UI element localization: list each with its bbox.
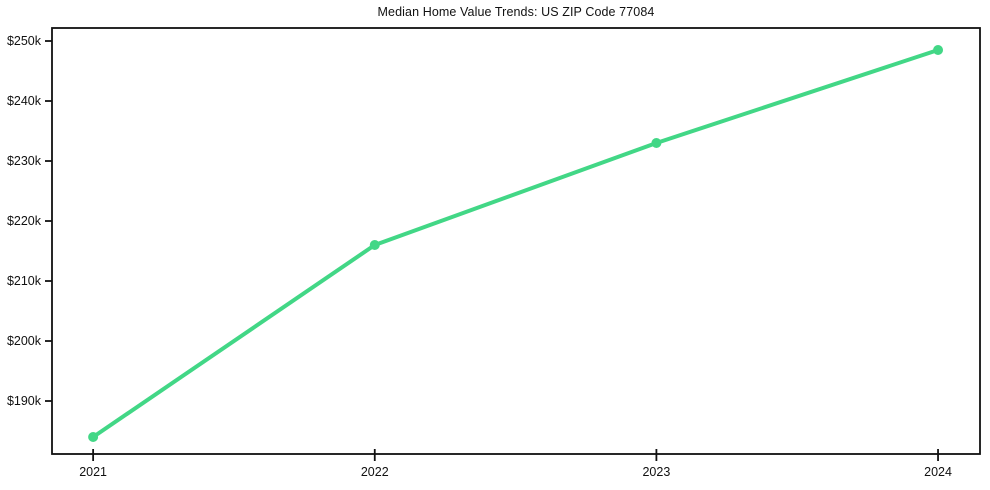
chart-title: Median Home Value Trends: US ZIP Code 77… bbox=[377, 5, 655, 19]
x-tick-label: 2023 bbox=[642, 465, 670, 479]
y-tick-label: $250k bbox=[7, 34, 42, 48]
y-tick-label: $190k bbox=[7, 394, 42, 408]
y-tick-label: $240k bbox=[7, 94, 42, 108]
y-tick-label: $200k bbox=[7, 334, 42, 348]
x-tick-label: 2024 bbox=[924, 465, 952, 479]
data-point bbox=[88, 432, 99, 443]
y-tick-label: $220k bbox=[7, 214, 42, 228]
trend-line bbox=[91, 48, 941, 440]
y-tick-label: $210k bbox=[7, 274, 42, 288]
data-point bbox=[933, 45, 944, 56]
x-tick-label: 2021 bbox=[79, 465, 107, 479]
data-point bbox=[369, 240, 380, 251]
x-tick-label: 2022 bbox=[361, 465, 389, 479]
plot-box bbox=[51, 27, 981, 455]
data-point bbox=[651, 138, 662, 149]
y-tick-label: $230k bbox=[7, 154, 42, 168]
